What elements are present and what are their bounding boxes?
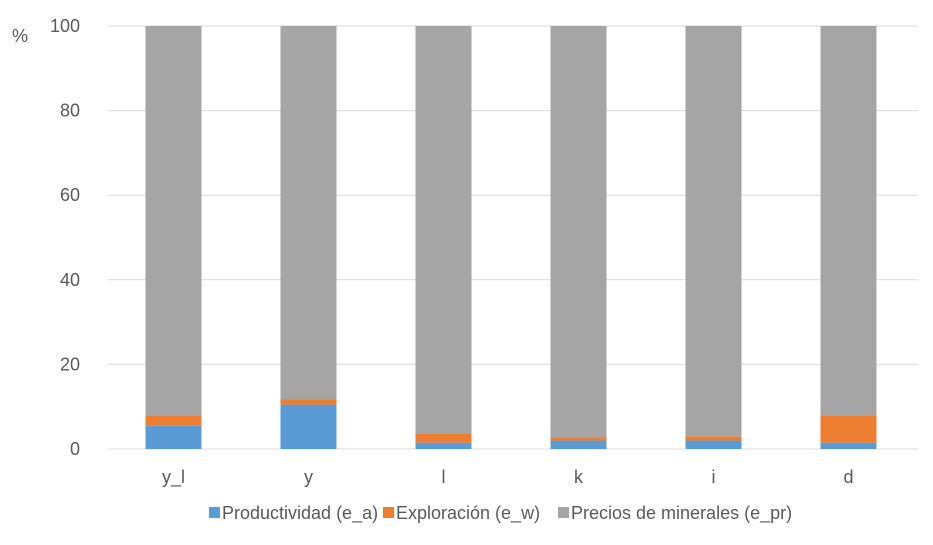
legend-label: Exploración (e_w) (396, 503, 540, 524)
gridlines (108, 25, 918, 450)
bar-l-series-0 (415, 442, 472, 449)
x-category-label: i (712, 467, 716, 487)
bar-k-series-1 (550, 437, 607, 441)
bar-d-series-1 (820, 415, 877, 443)
y-tick-label: 40 (60, 270, 80, 290)
legend-label: Productividad (e_a) (222, 503, 378, 524)
bar-y_l-series-2 (145, 26, 202, 417)
bar-i-series-0 (685, 440, 742, 449)
y-tick-label: 20 (60, 354, 80, 374)
legend-swatch (209, 507, 220, 518)
legend-swatch (558, 507, 569, 518)
x-category-label: l (442, 467, 446, 487)
legend-swatch (383, 507, 394, 518)
bar-y-series-2 (280, 26, 337, 400)
bar-k-series-0 (550, 440, 607, 449)
x-category-label: y_l (162, 467, 185, 488)
bars (145, 26, 877, 449)
x-category-label: k (574, 467, 584, 487)
y-unit-label: % (12, 26, 28, 46)
bar-y-series-0 (280, 404, 337, 449)
legend-label: Precios de minerales (e_pr) (571, 503, 792, 524)
legend: Productividad (e_a) Exploración (e_w) Prec… (209, 503, 792, 524)
bar-i-series-2 (685, 26, 742, 437)
y-tick-label: 0 (70, 439, 80, 459)
y-axis-ticks: 0 20 40 60 80 100 (50, 16, 80, 459)
y-tick-label: 80 (60, 101, 80, 121)
bar-y_l-series-0 (145, 425, 202, 449)
y-tick-label: 100 (50, 16, 80, 36)
bar-i-series-1 (685, 436, 742, 441)
y-tick-label: 60 (60, 185, 80, 205)
bar-l-series-2 (415, 26, 472, 434)
bar-l-series-1 (415, 433, 472, 443)
bar-y-series-1 (280, 399, 337, 405)
bar-d-series-2 (820, 26, 877, 416)
x-category-label: d (843, 467, 853, 487)
x-category-label: y (304, 467, 313, 487)
bar-k-series-2 (550, 26, 607, 438)
bar-d-series-0 (820, 442, 877, 449)
x-axis-categories: y_l y l k i d (162, 467, 854, 488)
bar-y_l-series-1 (145, 416, 202, 426)
